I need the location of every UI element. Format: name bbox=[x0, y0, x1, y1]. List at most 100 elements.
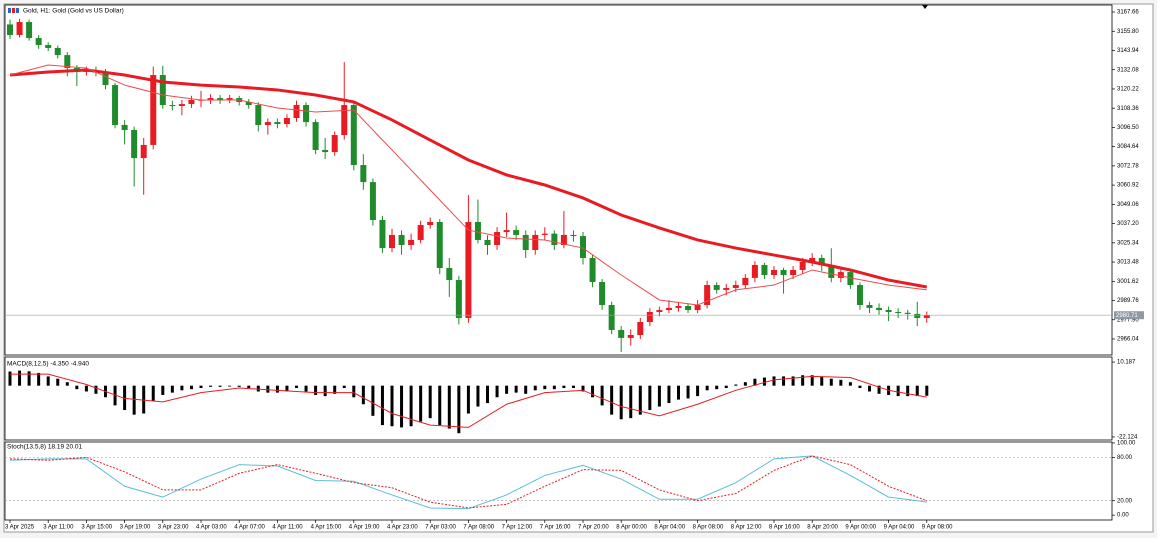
x-tick-label: 3 Apr 19:00 bbox=[120, 525, 151, 531]
candle-body bbox=[417, 225, 424, 240]
candle-body bbox=[713, 285, 720, 290]
icon-part bbox=[12, 8, 15, 13]
y-tick-label: 20.00 bbox=[1117, 498, 1133, 504]
macd-bar bbox=[390, 385, 394, 427]
candle-body bbox=[427, 221, 434, 226]
y-tick-label: 2989.76 bbox=[1117, 298, 1139, 304]
candle-body bbox=[704, 285, 711, 305]
macd-bar bbox=[142, 385, 146, 414]
macd-panel bbox=[4, 356, 1113, 441]
macd-bar bbox=[56, 378, 60, 386]
candle-body bbox=[389, 234, 395, 249]
x-tick-label: 8 Apr 00:00 bbox=[616, 525, 647, 531]
candle-body bbox=[283, 118, 290, 125]
x-tick-label: 4 Apr 07:00 bbox=[234, 525, 265, 531]
candle-body bbox=[64, 55, 71, 69]
macd-bar bbox=[600, 385, 604, 406]
icon-part bbox=[16, 8, 19, 13]
macd-bar bbox=[476, 385, 480, 407]
candle-body bbox=[570, 234, 577, 237]
last-price-label: 2980.71 bbox=[1116, 313, 1138, 319]
y-tick-label: 3120.22 bbox=[1117, 87, 1139, 93]
macd-bar bbox=[848, 382, 852, 386]
candle-body bbox=[665, 307, 672, 311]
y-tick-label: 3167.66 bbox=[1117, 10, 1139, 16]
macd-bar bbox=[361, 385, 365, 405]
candle-body bbox=[618, 329, 625, 338]
candle-body bbox=[112, 85, 119, 125]
candle-body bbox=[895, 311, 902, 313]
macd-bar bbox=[247, 385, 251, 388]
macd-bar bbox=[705, 385, 709, 391]
macd-bar bbox=[8, 371, 12, 386]
x-tick-label: 8 Apr 12:00 bbox=[731, 525, 762, 531]
signal-line bbox=[10, 373, 927, 428]
macd-bar bbox=[571, 385, 575, 388]
candle-body bbox=[293, 105, 300, 119]
macd-bar bbox=[629, 385, 633, 419]
chart-title: Gold, H1: Gold (Gold vs US Dollar) bbox=[23, 8, 124, 15]
macd-bar bbox=[638, 385, 642, 415]
y-tick-label: 3072.78 bbox=[1117, 163, 1139, 169]
y-tick-label: 0.00 bbox=[1117, 513, 1129, 519]
macd-bar bbox=[352, 385, 356, 398]
candle-body bbox=[26, 21, 33, 39]
y-tick-label: 3060.92 bbox=[1117, 183, 1139, 189]
macd-bar bbox=[371, 385, 375, 416]
x-tick-label: 4 Apr 11:00 bbox=[272, 525, 303, 531]
macd-bar bbox=[65, 382, 69, 386]
y-tick-label: 3084.64 bbox=[1117, 144, 1139, 150]
candle-body bbox=[150, 75, 157, 145]
candle-body bbox=[436, 221, 443, 269]
macd-bar bbox=[447, 385, 451, 429]
x-tick-label: 4 Apr 03:00 bbox=[196, 525, 227, 531]
x-tick-label: 3 Apr 2025 bbox=[5, 525, 35, 531]
candle-body bbox=[322, 149, 329, 153]
candle-body bbox=[369, 182, 376, 221]
candle-body bbox=[751, 264, 758, 278]
macd-bar bbox=[839, 379, 843, 386]
macd-bar bbox=[199, 385, 203, 388]
macd-bar bbox=[123, 385, 127, 411]
candle-body bbox=[694, 305, 701, 311]
candle-body bbox=[637, 322, 644, 336]
candle-body bbox=[35, 38, 42, 46]
x-tick-label: 9 Apr 08:00 bbox=[922, 525, 953, 531]
candle-body bbox=[809, 257, 816, 263]
macd-bar bbox=[380, 385, 384, 426]
candle-body bbox=[818, 257, 825, 265]
macd-bar bbox=[400, 385, 404, 428]
y-tick-label: 3096.50 bbox=[1117, 125, 1139, 131]
y-tick-label: 100.00 bbox=[1117, 441, 1136, 447]
candle-body bbox=[408, 239, 415, 245]
x-tick-label: 3 Apr 23:00 bbox=[158, 525, 189, 531]
macd-bar bbox=[94, 385, 98, 394]
macd-bar bbox=[237, 385, 241, 387]
macd-bar bbox=[228, 385, 232, 387]
candle-body bbox=[847, 272, 854, 286]
macd-bar bbox=[591, 385, 595, 398]
macd-bar bbox=[724, 385, 728, 388]
macd-bar bbox=[543, 385, 547, 390]
candle-body bbox=[771, 269, 777, 275]
candle-body bbox=[217, 98, 224, 101]
macd-bar bbox=[495, 385, 499, 398]
macd-bar bbox=[75, 385, 79, 390]
macd-bar bbox=[295, 385, 298, 388]
stoch-panel bbox=[4, 441, 1113, 521]
candle-body bbox=[560, 234, 567, 245]
symbol-icon bbox=[8, 8, 19, 13]
x-tick-label: 3 Apr 15:00 bbox=[81, 525, 112, 531]
candle-body bbox=[274, 122, 281, 125]
macd-bar bbox=[285, 385, 289, 392]
candle-body bbox=[580, 236, 586, 258]
candle-body bbox=[169, 105, 176, 107]
macd-bar bbox=[562, 385, 566, 388]
macd-bar bbox=[829, 378, 833, 386]
x-tick-label: 7 Apr 08:00 bbox=[463, 525, 494, 531]
x-tick-label: 9 Apr 00:00 bbox=[845, 525, 876, 531]
stoch-title: Stoch(13,5,8) 18.19 20.01 bbox=[7, 444, 83, 451]
candle-body bbox=[885, 310, 892, 312]
candle-body bbox=[484, 239, 491, 245]
